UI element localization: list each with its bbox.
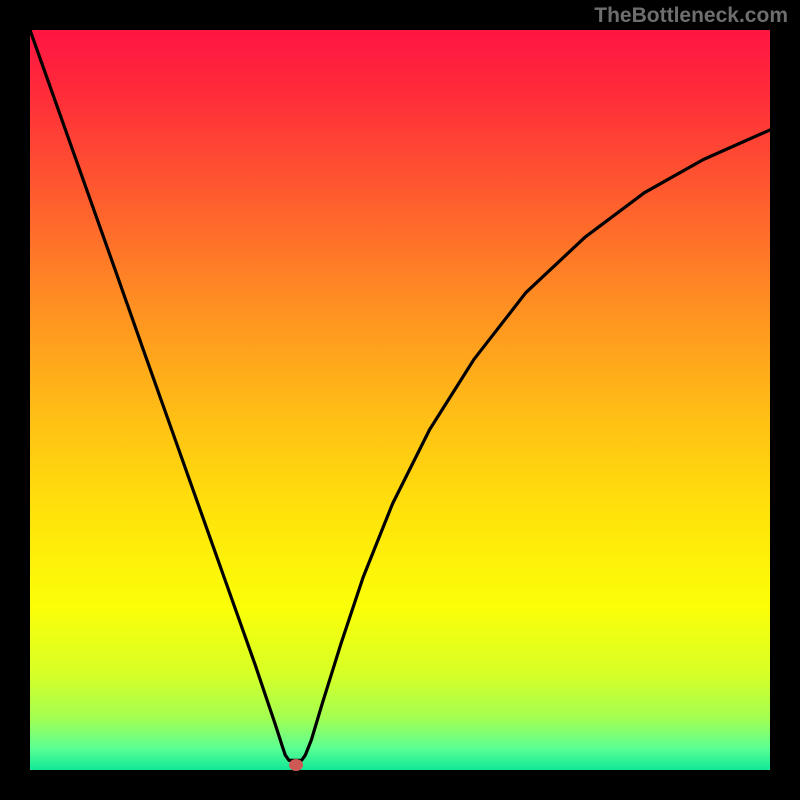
chart-container: { "watermark": { "text": "TheBottleneck.… <box>0 0 800 800</box>
watermark-text: TheBottleneck.com <box>594 4 788 28</box>
plot-area <box>30 30 770 770</box>
curve-path <box>30 30 770 760</box>
bottleneck-curve <box>30 30 770 770</box>
optimal-point-marker <box>289 759 303 771</box>
